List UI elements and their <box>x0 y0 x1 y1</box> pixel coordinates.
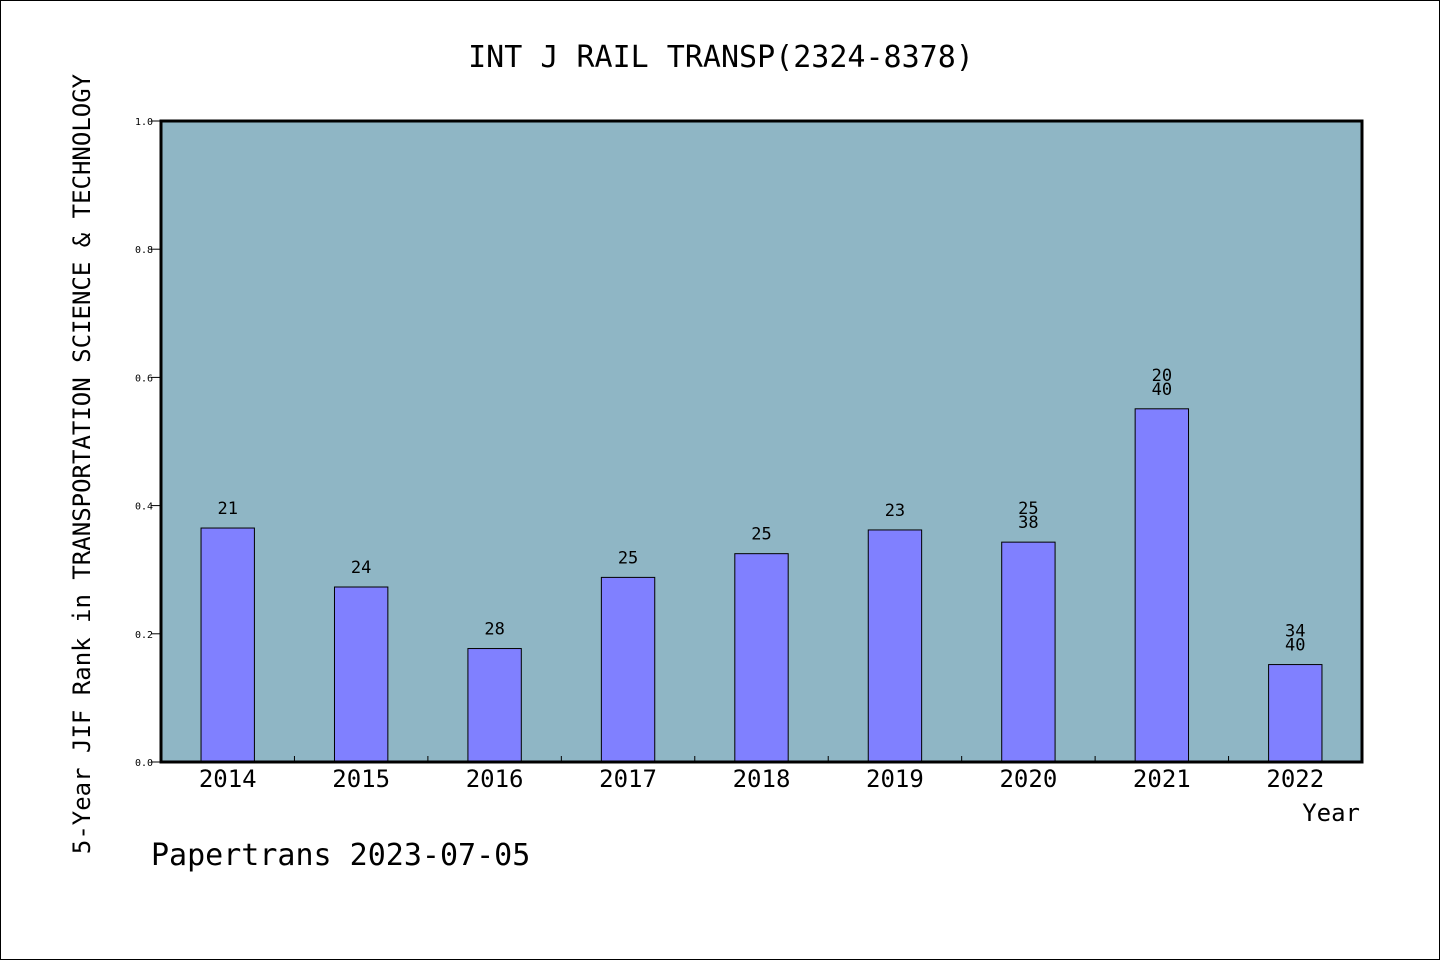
x-tick-label-2020: 2020 <box>999 765 1057 793</box>
bar-2016 <box>467 648 522 763</box>
x-tick-label-2021: 2021 <box>1133 765 1191 793</box>
x-tick-label-2014: 2014 <box>199 765 257 793</box>
bar-2021 <box>1134 408 1190 763</box>
y-tick-label-1: 0.2 <box>135 630 153 641</box>
x-tick-label-2015: 2015 <box>332 765 390 793</box>
data-label-2021-2: 40 <box>1152 380 1172 400</box>
bars-group <box>200 408 1323 763</box>
data-label-2015-1: 24 <box>351 558 371 578</box>
data-label-2022-1: 34 <box>1285 622 1305 642</box>
x-axis-label: Year <box>1302 799 1360 827</box>
y-tick-label-4: 0.8 <box>135 245 153 256</box>
chart-title: INT J RAIL TRANSP(2324-8378) <box>468 40 974 75</box>
bar-2014 <box>200 527 255 763</box>
data-label-2018-1: 25 <box>751 525 771 545</box>
y-axis-label: 5-Year JIF Rank in TRANSPORTATION SCIENC… <box>68 73 96 854</box>
x-tick-label-2019: 2019 <box>866 765 924 793</box>
bar-2018 <box>734 553 789 763</box>
bar-2022 <box>1268 664 1323 763</box>
data-label-2014-1: 21 <box>217 499 237 519</box>
bar-2020 <box>1001 541 1056 763</box>
data-label-2019-1: 23 <box>885 501 905 521</box>
data-label-2020-1: 25 <box>1018 499 1038 519</box>
data-label-2022-2: 40 <box>1285 636 1305 656</box>
plot-border <box>159 119 1364 764</box>
y-axis-ticks: 0.0 0.2 0.4 0.6 0.8 1.0 <box>135 117 161 769</box>
bar-2015 <box>333 586 389 763</box>
footer-note: Papertrans 2023-07-05 <box>151 838 530 873</box>
data-label-2021-1: 20 <box>1152 366 1172 386</box>
y-tick-label-5: 1.0 <box>135 117 153 128</box>
x-axis-ticks: 2014 2015 2016 2017 2018 2019 2020 2021 2022 <box>199 756 1324 793</box>
x-tick-label-2018: 2018 <box>733 765 791 793</box>
x-tick-label-2017: 2017 <box>599 765 657 793</box>
bar-2017 <box>600 576 656 763</box>
data-label-2020-2: 38 <box>1018 513 1038 533</box>
data-label-2016-1: 28 <box>484 620 504 640</box>
bar-2019 <box>867 529 923 763</box>
x-tick-label-2022: 2022 <box>1266 765 1324 793</box>
y-tick-label-0: 0.0 <box>135 758 153 769</box>
y-tick-label-2: 0.4 <box>135 502 153 513</box>
y-tick-label-3: 0.6 <box>135 373 153 384</box>
data-label-2017-1: 25 <box>618 548 638 568</box>
x-tick-label-2016: 2016 <box>466 765 524 793</box>
